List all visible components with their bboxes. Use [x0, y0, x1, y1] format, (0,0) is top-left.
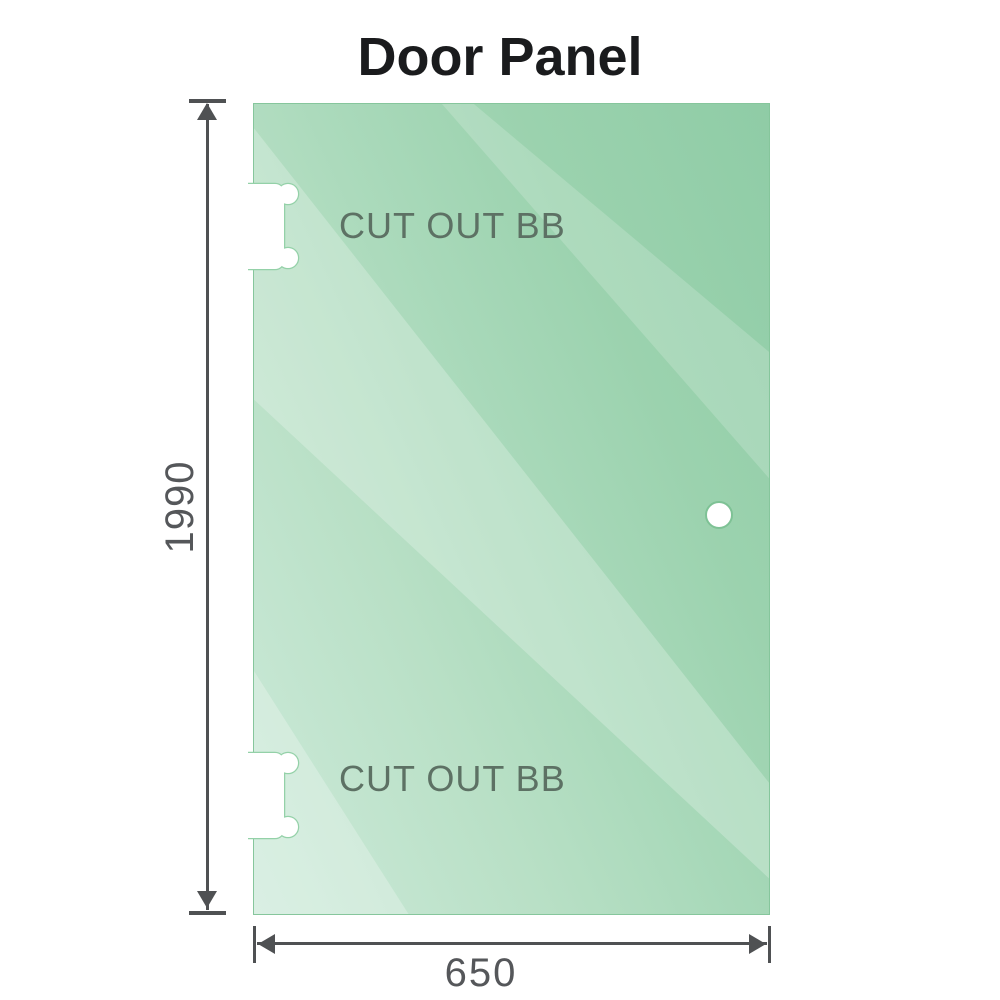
height-dim-tick-top — [189, 99, 226, 103]
arrow-up-icon — [197, 103, 217, 120]
handle-hole — [705, 501, 733, 529]
glass-panel: CUT OUT BB CUT OUT BB — [248, 103, 770, 915]
width-dim-line — [257, 942, 767, 945]
cutout-notch-top — [248, 182, 300, 271]
height-dim-line — [206, 104, 209, 910]
arrow-right-icon — [749, 934, 766, 954]
arrow-left-icon — [258, 934, 275, 954]
height-dim-tick-bottom — [189, 911, 226, 915]
page-title: Door Panel — [357, 27, 643, 87]
cutout-notch-bottom — [248, 751, 300, 840]
arrow-down-icon — [197, 891, 217, 908]
width-dim-tick-right — [768, 926, 771, 963]
cutout-label-top: CUT OUT BB — [339, 205, 566, 246]
width-dim-tick-left — [253, 926, 256, 963]
cutout-label-bottom: CUT OUT BB — [339, 758, 566, 799]
width-dim-value: 650 — [444, 951, 518, 995]
height-dim-value: 1990 — [158, 460, 202, 554]
